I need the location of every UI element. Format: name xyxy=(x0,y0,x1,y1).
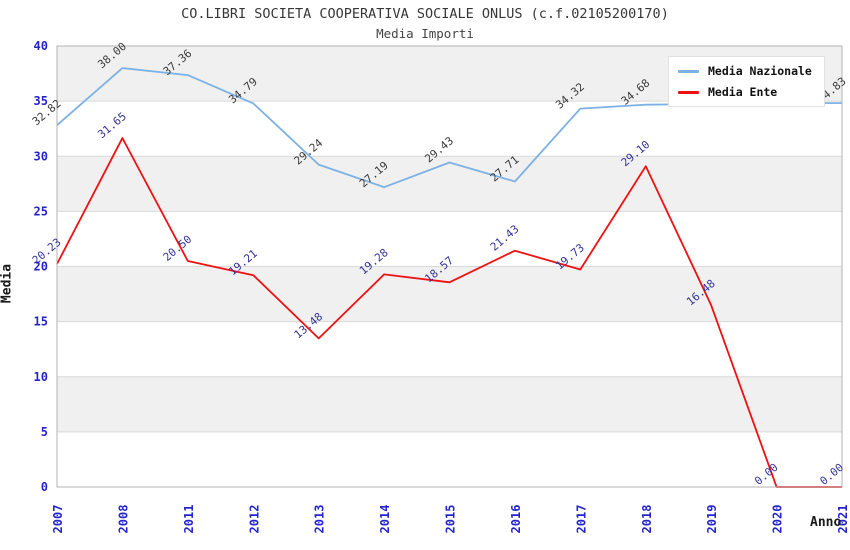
plot-band xyxy=(57,156,842,212)
legend-item-media-nazionale: Media Nazionale xyxy=(678,64,812,78)
x-tick-label: 2013 xyxy=(313,505,327,534)
x-tick-label: 2016 xyxy=(509,505,523,534)
plot-band xyxy=(57,266,842,322)
y-tick-label: 10 xyxy=(34,370,48,384)
x-tick-label: 2015 xyxy=(444,505,458,534)
data-label: 20.50 xyxy=(161,233,195,264)
x-tick-label: 2007 xyxy=(51,505,65,534)
y-tick-label: 20 xyxy=(34,260,48,274)
x-tick-label: 2008 xyxy=(116,505,130,534)
y-tick-label: 25 xyxy=(34,204,48,218)
y-tick-label: 35 xyxy=(34,94,48,108)
x-axis-title: Anno xyxy=(810,515,842,530)
y-tick-label: 30 xyxy=(34,149,48,163)
legend-label: Media Ente xyxy=(708,85,778,99)
y-tick-label: 40 xyxy=(34,39,48,53)
x-tick-label: 2019 xyxy=(705,505,719,534)
x-tick-label: 2012 xyxy=(247,505,261,534)
y-tick-label: 15 xyxy=(34,315,48,329)
chart-subtitle: Media Importi xyxy=(376,26,474,41)
legend-item-media-ente: Media Ente xyxy=(678,85,812,99)
legend-line-swatch-icon xyxy=(678,69,699,73)
data-label: 31.65 xyxy=(95,110,129,141)
legend-line-swatch-icon xyxy=(678,90,699,94)
x-tick-label: 2018 xyxy=(640,505,654,534)
x-tick-label: 2021 xyxy=(836,505,850,534)
legend-label: Media Nazionale xyxy=(708,64,812,78)
data-label: 21.43 xyxy=(488,222,522,253)
y-tick-label: 5 xyxy=(41,425,48,439)
plot-border xyxy=(56,45,843,488)
series-line-media-ente xyxy=(56,137,842,488)
x-tick-label: 2020 xyxy=(771,505,785,534)
chart-title: CO.LIBRI SOCIETA COOPERATIVA SOCIALE ONL… xyxy=(181,6,669,22)
plot-band xyxy=(57,376,842,432)
x-tick-label: 2017 xyxy=(574,505,588,534)
y-axis-title: Media xyxy=(0,263,15,304)
x-tick-label: 2011 xyxy=(182,505,196,534)
legend: Media Nazionale Media Ente xyxy=(668,56,825,107)
y-tick-label: 0 xyxy=(41,480,48,494)
x-tick-label: 2014 xyxy=(378,505,392,534)
